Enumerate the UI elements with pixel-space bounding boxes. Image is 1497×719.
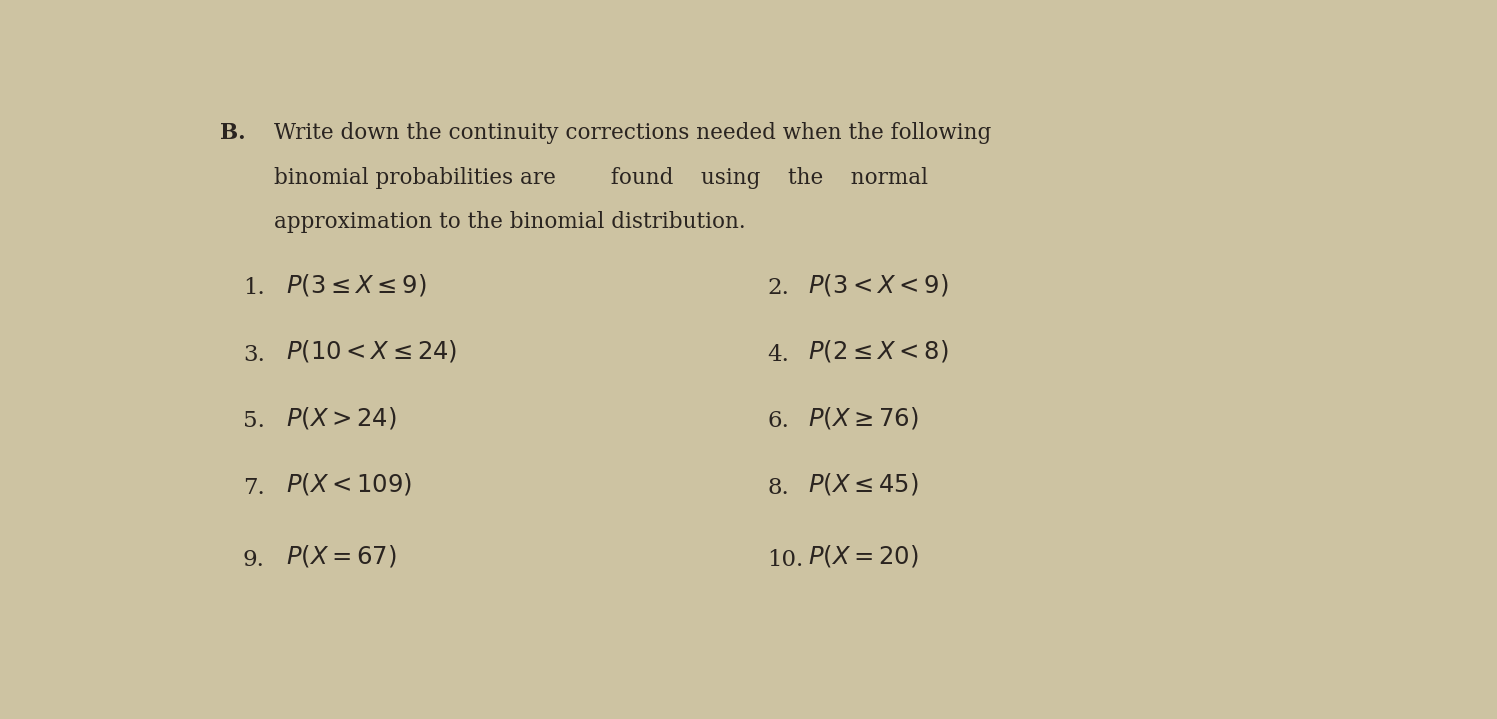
Text: 7.: 7.	[243, 477, 265, 498]
Text: 5.: 5.	[243, 410, 265, 432]
Text: $P(X \leq 45)$: $P(X \leq 45)$	[808, 471, 919, 497]
Text: $P(2 \leq X < 8)$: $P(2 \leq X < 8)$	[808, 338, 948, 365]
Text: $P(X < 109)$: $P(X < 109)$	[286, 471, 412, 497]
Text: 9.: 9.	[243, 549, 265, 571]
Text: 8.: 8.	[768, 477, 789, 498]
Text: $P(X \geq 76)$: $P(X \geq 76)$	[808, 405, 919, 431]
Text: 4.: 4.	[768, 344, 789, 366]
Text: $P(3 < X < 9)$: $P(3 < X < 9)$	[808, 272, 948, 298]
Text: binomial probabilities are        found    using    the    normal: binomial probabilities are found using t…	[274, 167, 928, 188]
Text: 6.: 6.	[768, 410, 789, 432]
Text: Write down the continuity corrections needed when the following: Write down the continuity corrections ne…	[274, 122, 991, 145]
Text: 2.: 2.	[768, 278, 789, 299]
Text: approximation to the binomial distribution.: approximation to the binomial distributi…	[274, 211, 746, 233]
Text: $P(X > 24)$: $P(X > 24)$	[286, 405, 397, 431]
Text: $P(3 \leq X \leq 9)$: $P(3 \leq X \leq 9)$	[286, 272, 427, 298]
Text: 1.: 1.	[243, 278, 265, 299]
Text: 3.: 3.	[243, 344, 265, 366]
Text: 10.: 10.	[768, 549, 804, 571]
Text: B.: B.	[220, 122, 246, 145]
Text: $P(X = 67)$: $P(X = 67)$	[286, 543, 397, 569]
Text: $P(10 < X \leq 24)$: $P(10 < X \leq 24)$	[286, 338, 457, 365]
Text: $P(X = 20)$: $P(X = 20)$	[808, 543, 919, 569]
